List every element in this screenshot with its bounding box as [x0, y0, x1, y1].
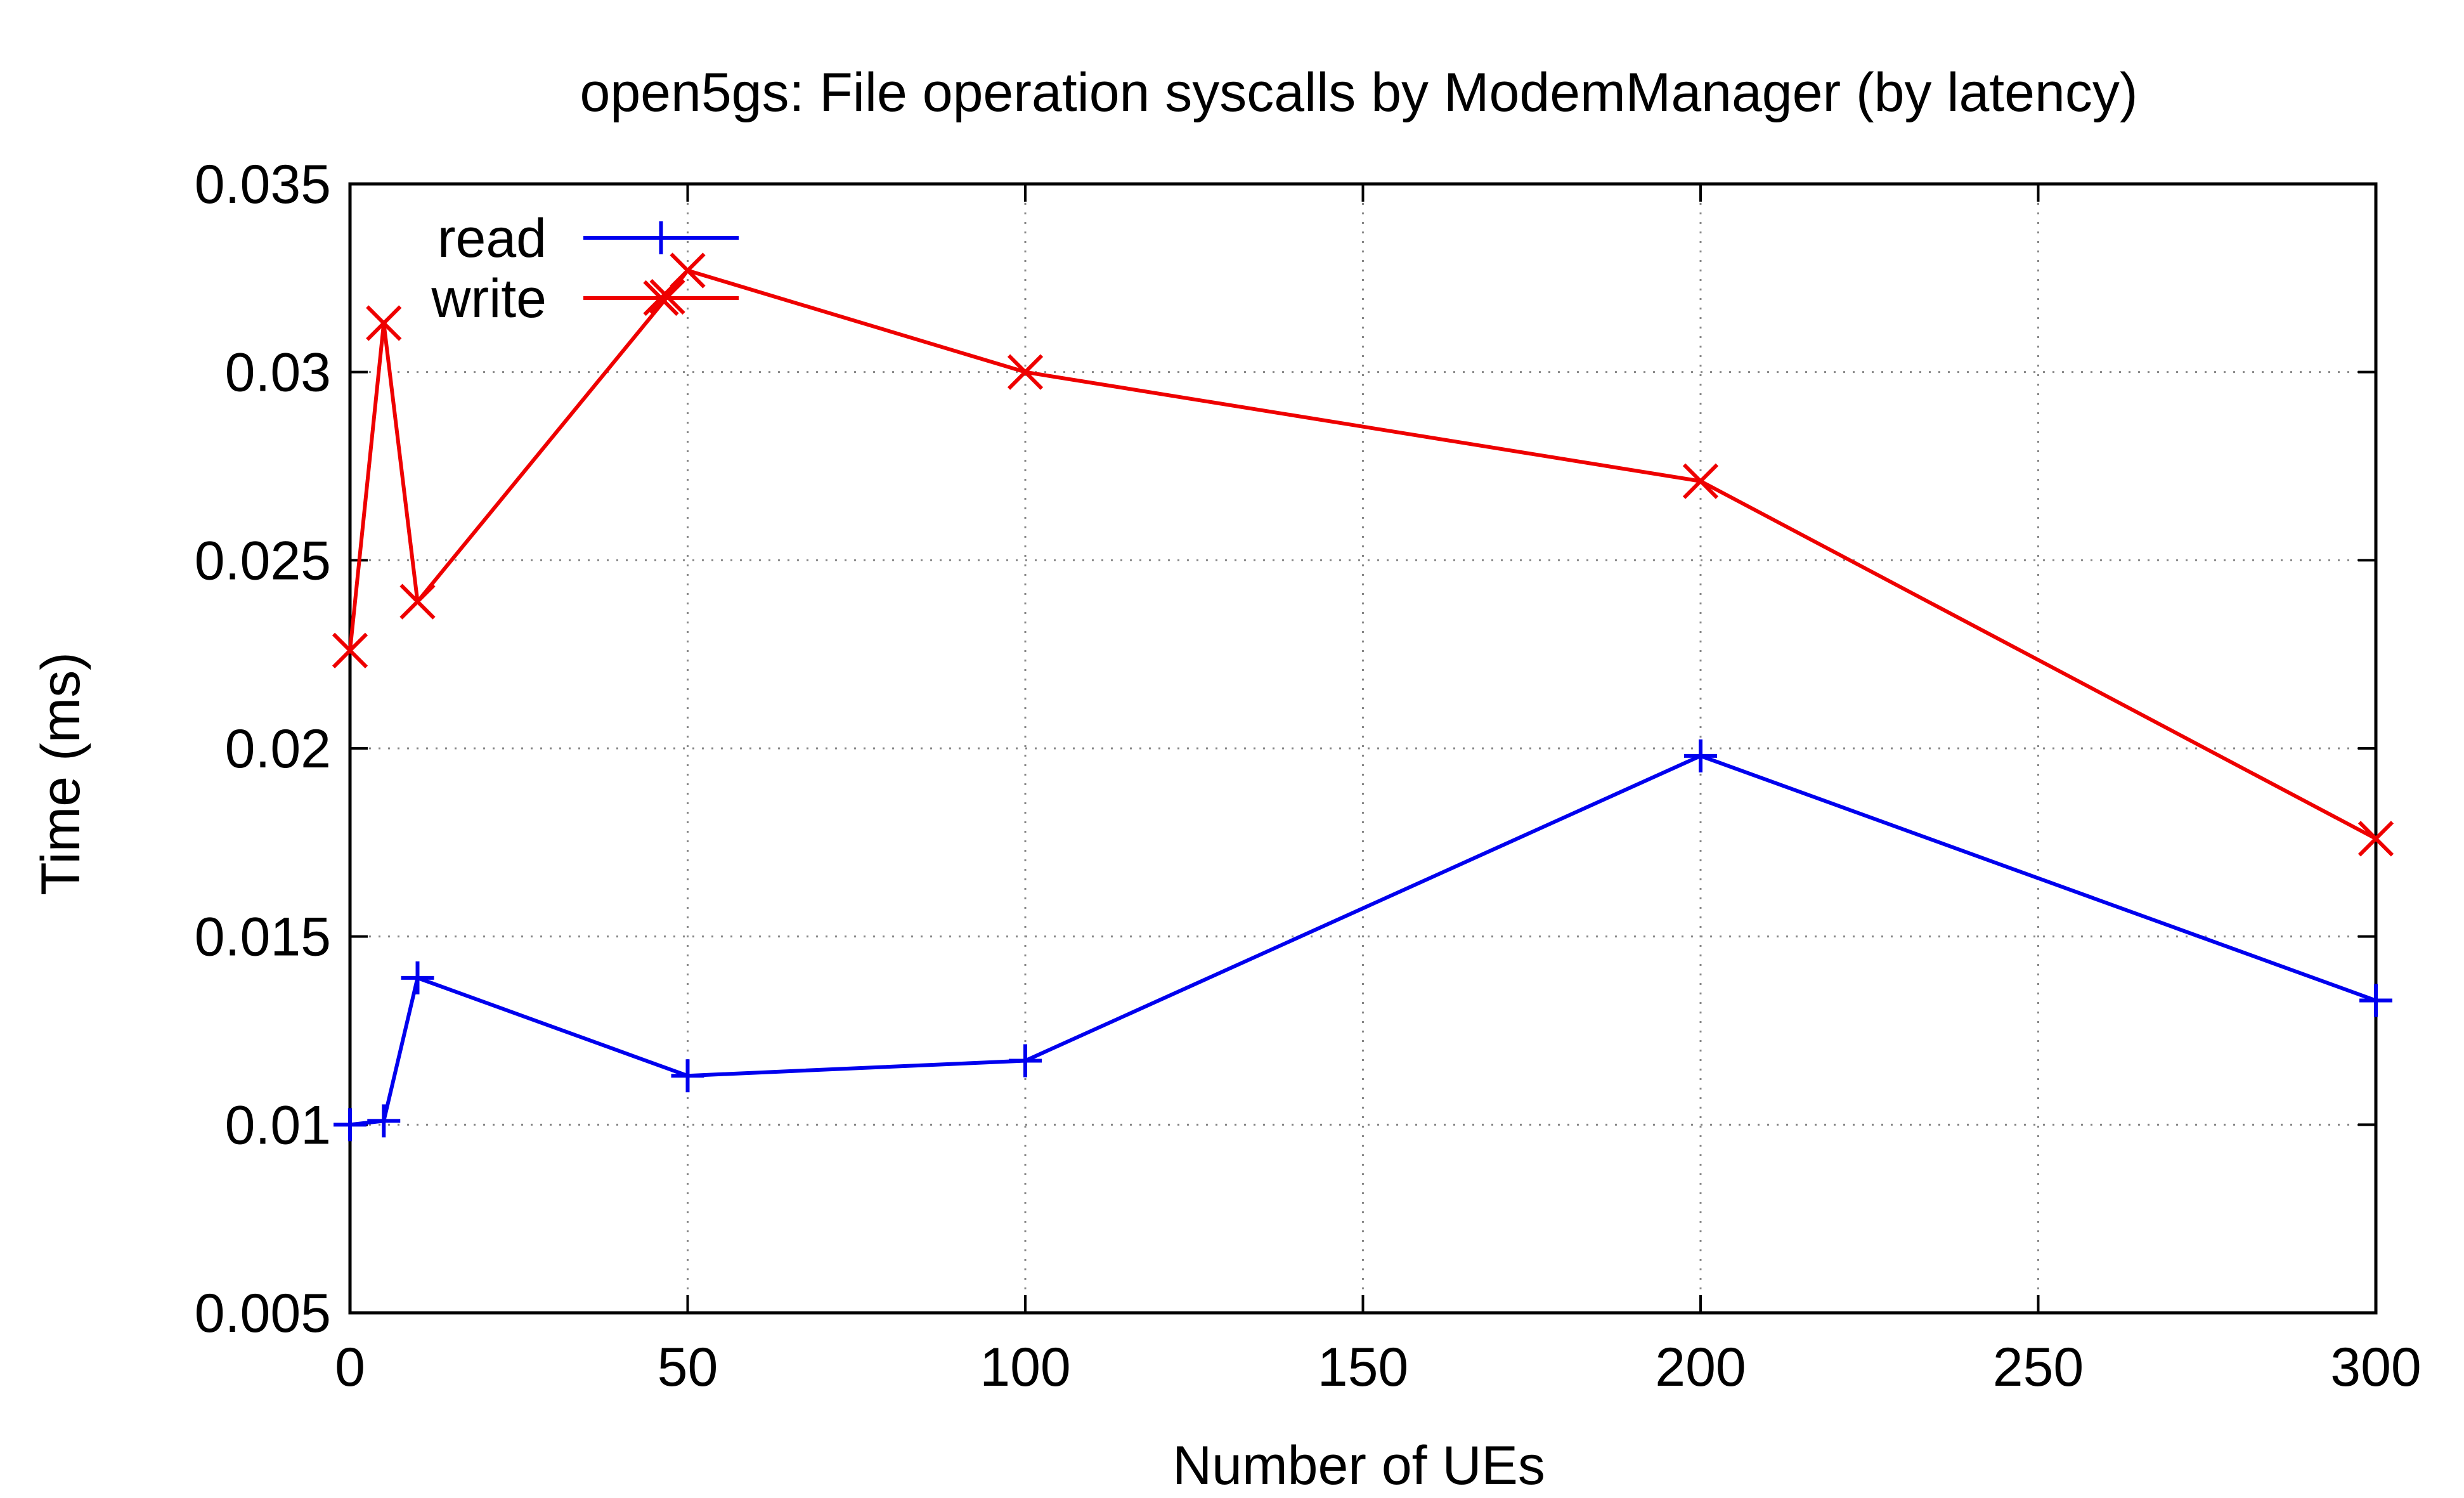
marker-stroke [1682, 463, 1719, 499]
marker-stroke [332, 632, 368, 668]
data-point-read [1009, 1044, 1042, 1078]
y-tick-label: 0.005 [195, 1283, 331, 1344]
y-tick-label: 0.03 [225, 342, 331, 403]
data-point-write [2357, 821, 2394, 857]
x-tick-label: 300 [2330, 1337, 2422, 1398]
marker-stroke [643, 280, 679, 316]
data-point-write [399, 583, 436, 620]
legend-marker-read [644, 221, 678, 254]
data-point-read [2359, 984, 2392, 1017]
data-point-read [334, 1108, 366, 1142]
grid [350, 184, 2376, 1313]
marker-stroke [1007, 354, 1044, 390]
y-axis-label: Time (ms) [30, 652, 91, 896]
series [332, 252, 2394, 1142]
y-tick-label: 0.01 [225, 1095, 331, 1156]
data-point-read [1684, 739, 1717, 772]
data-point-write [366, 305, 402, 341]
data-point-write [332, 632, 368, 668]
y-tick-label: 0.015 [195, 907, 331, 968]
y-tick-label: 0.02 [225, 719, 331, 779]
y-tick-label: 0.035 [195, 154, 331, 215]
legend-label-write: write [431, 268, 547, 329]
legend-label-read: read [438, 208, 547, 269]
x-tick-label: 100 [980, 1337, 1071, 1398]
marker-stroke [399, 583, 436, 620]
x-axis-label: Number of UEs [1172, 1435, 1545, 1496]
marker-stroke [2357, 821, 2394, 857]
data-point-write [1007, 354, 1044, 390]
x-tick-label: 150 [1318, 1337, 1409, 1398]
data-point-read [401, 961, 434, 994]
x-tick-label: 50 [658, 1337, 718, 1398]
x-tick-label: 200 [1655, 1337, 1746, 1398]
chart-title: open5gs: File operation syscalls by Mode… [580, 62, 2138, 123]
marker-stroke [366, 305, 402, 341]
legend-entry-write: write [431, 268, 739, 329]
axes: 0 50 100 150 200 250 300 0.005 0.01 0.015 0.02 0.02… [195, 154, 2422, 1398]
legend-marker-write [643, 280, 679, 316]
x-tick-label: 250 [1993, 1337, 2084, 1398]
data-point-read [671, 1059, 704, 1093]
data-point-write [1682, 463, 1719, 499]
y-tick-label: 0.025 [195, 530, 331, 591]
legend-entry-read: read [438, 208, 739, 269]
x-tick-label: 0 [335, 1337, 365, 1398]
series-read [334, 739, 2392, 1142]
data-point-read [367, 1104, 401, 1138]
